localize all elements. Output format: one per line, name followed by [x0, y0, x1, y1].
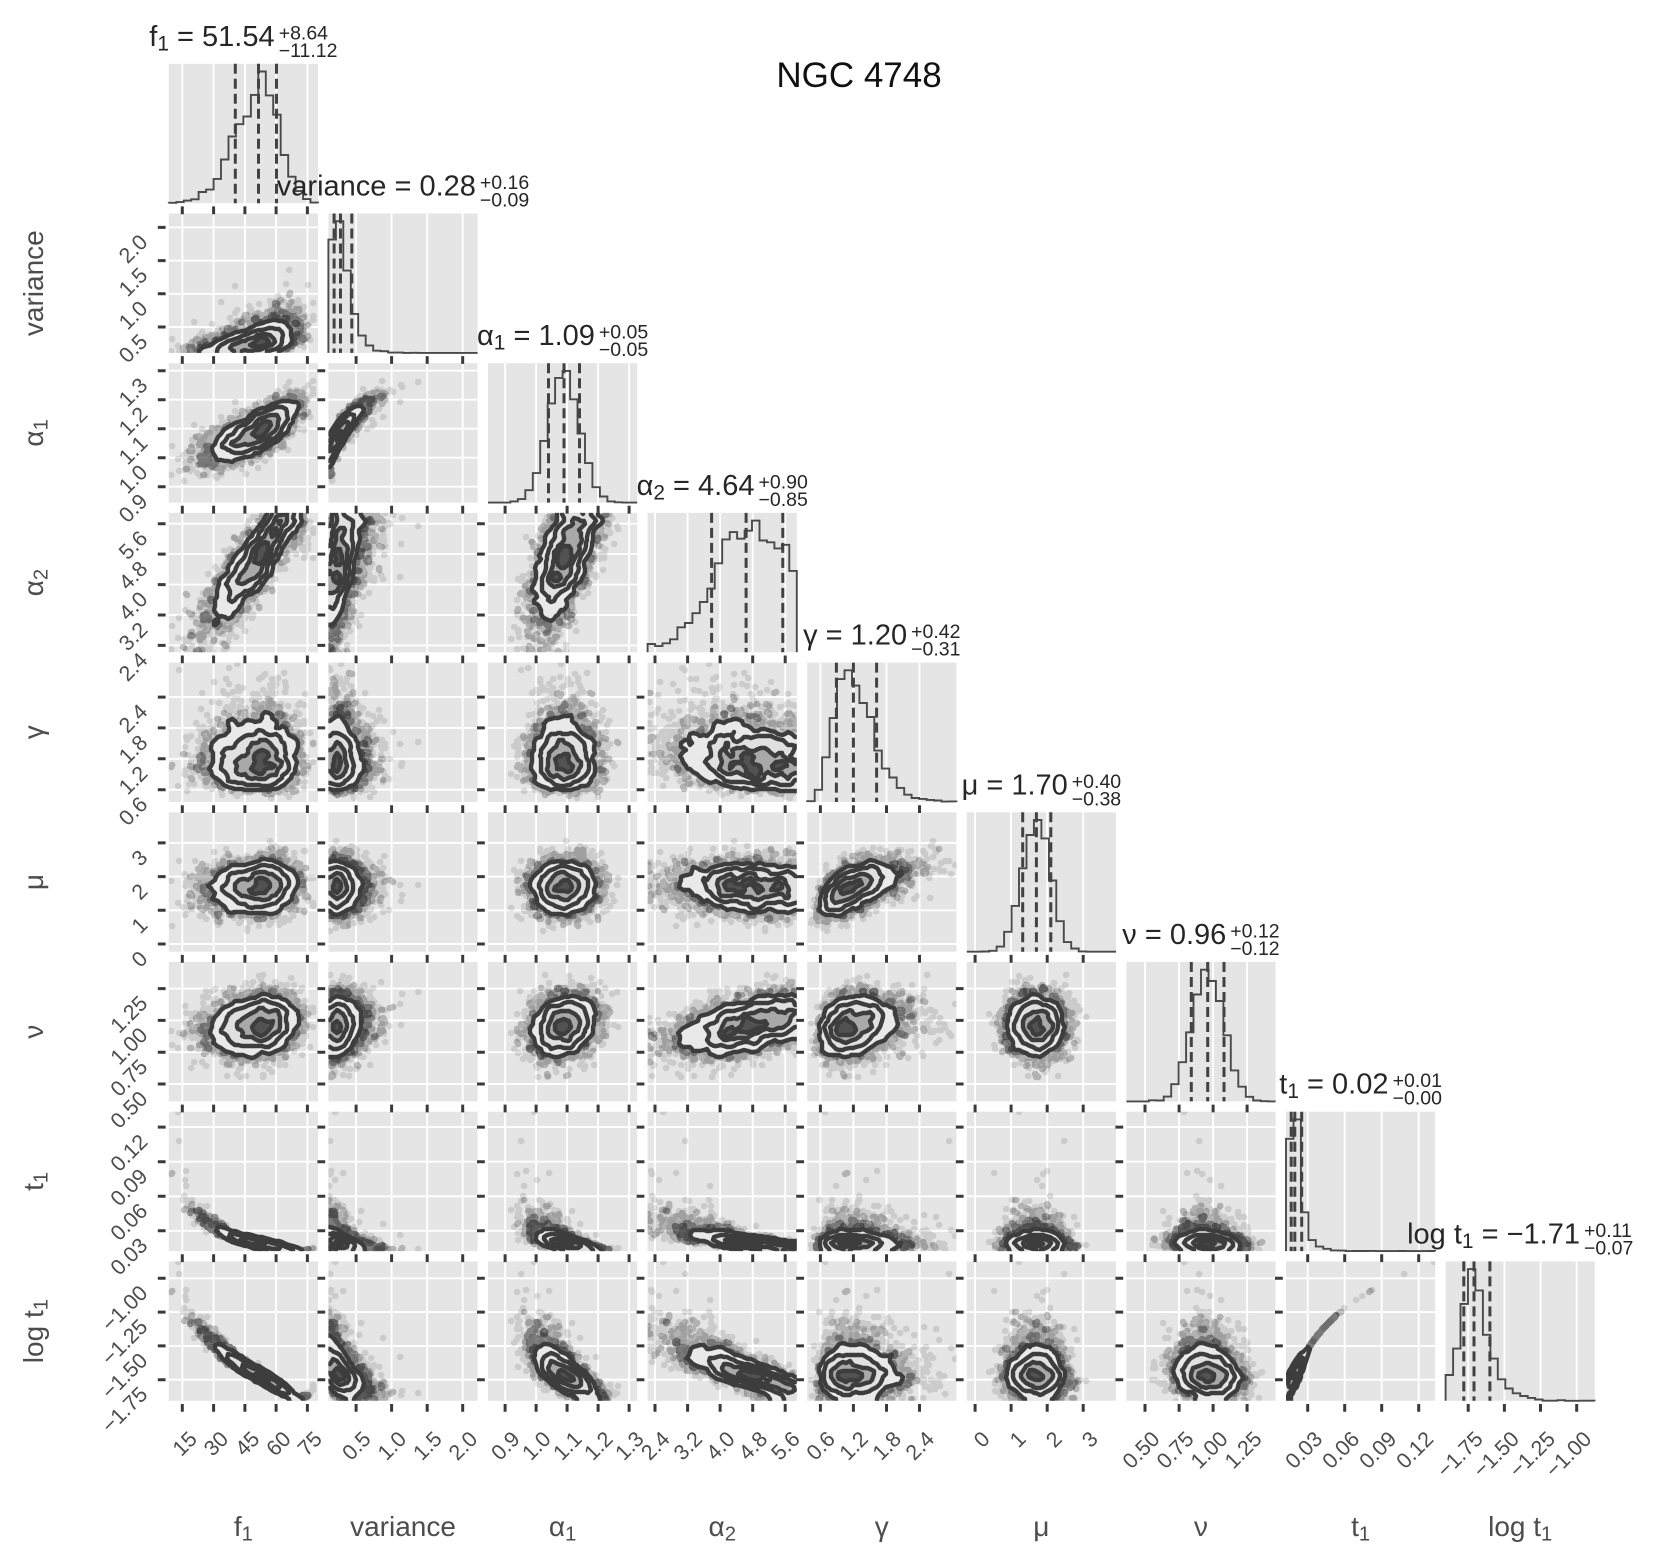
svg-text:log t1​ = −1.71: log t1​ = −1.71 [1407, 1218, 1580, 1253]
svg-text:−0.05: −0.05 [599, 339, 648, 361]
svg-text:μ: μ [18, 874, 49, 890]
svg-text:+0.42: +0.42 [911, 621, 960, 643]
svg-text:γ = 1.20: γ = 1.20 [803, 620, 907, 652]
svg-text:−0.00: −0.00 [1393, 1088, 1442, 1110]
svg-text:−0.85: −0.85 [759, 489, 808, 511]
svg-text:−11.12: −11.12 [279, 40, 338, 62]
svg-text:−0.09: −0.09 [480, 190, 529, 212]
svg-text:ν = 0.96: ν = 0.96 [1122, 919, 1226, 951]
svg-text:μ = 1.70: μ = 1.70 [962, 769, 1068, 801]
svg-text:−0.07: −0.07 [1584, 1237, 1633, 1259]
svg-text:+0.16: +0.16 [480, 172, 529, 194]
svg-text:+8.64: +8.64 [279, 22, 328, 44]
svg-text:variance = 0.28: variance = 0.28 [277, 171, 476, 203]
svg-text:ν: ν [1194, 1511, 1208, 1542]
svg-text:f1​ = 51.54: f1​ = 51.54 [149, 21, 274, 56]
svg-text:variance: variance [18, 230, 49, 336]
svg-text:+0.11: +0.11 [1584, 1220, 1632, 1242]
svg-text:+0.12: +0.12 [1230, 921, 1279, 943]
svg-text:−0.12: −0.12 [1230, 938, 1279, 960]
svg-text:+0.90: +0.90 [759, 471, 808, 493]
svg-text:NGC 4748: NGC 4748 [776, 56, 941, 95]
svg-text:+0.40: +0.40 [1072, 771, 1121, 793]
svg-text:+0.01: +0.01 [1393, 1070, 1442, 1092]
svg-text:−0.31: −0.31 [911, 639, 960, 661]
svg-text:γ: γ [18, 725, 49, 739]
svg-text:μ: μ [1033, 1511, 1049, 1542]
svg-text:−0.38: −0.38 [1072, 788, 1121, 810]
svg-text:γ: γ [875, 1511, 889, 1542]
svg-text:+0.05: +0.05 [599, 322, 648, 344]
svg-text:variance: variance [350, 1511, 456, 1542]
svg-text:ν: ν [18, 1025, 49, 1039]
